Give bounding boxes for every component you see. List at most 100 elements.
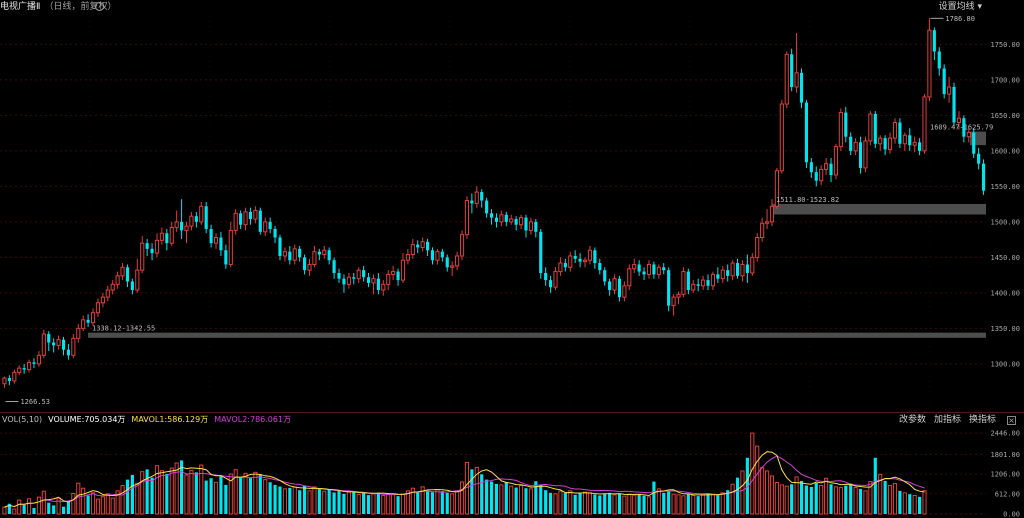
volume-bar <box>696 496 700 514</box>
candle-body <box>52 342 56 346</box>
candle-body <box>209 228 213 244</box>
candle-body <box>534 221 538 232</box>
candle-body <box>303 257 307 271</box>
volume-bar <box>233 469 238 515</box>
volume-bar <box>312 486 317 515</box>
volume-bar <box>154 465 160 515</box>
volume-bar <box>327 489 331 514</box>
candle-body <box>430 250 435 261</box>
candle-body <box>740 263 745 277</box>
candle-body <box>750 256 755 274</box>
volume-bar <box>248 477 253 514</box>
volume-bar <box>853 487 858 515</box>
candle-body <box>779 103 784 172</box>
vol-indicator-label[interactable]: VOL(5,10) <box>2 415 43 424</box>
volume-bar <box>652 481 656 514</box>
candle-body <box>755 236 760 258</box>
volume-bar <box>81 487 86 515</box>
edit-params-button[interactable]: 改参数 <box>898 415 926 425</box>
candle-body <box>662 267 666 271</box>
candle-body <box>41 333 46 356</box>
low-label: 1266.53 <box>20 398 50 406</box>
candle-body <box>962 118 966 137</box>
candle-body <box>356 269 361 280</box>
candle-body <box>391 271 396 275</box>
candle-body <box>686 271 690 291</box>
candle-body <box>612 278 617 291</box>
candle-body <box>927 29 932 98</box>
candle-body <box>194 216 198 222</box>
candle-body <box>381 283 386 291</box>
volume-bar <box>745 457 749 514</box>
volume-bar <box>76 482 81 515</box>
candle-body <box>307 263 312 271</box>
candle-body <box>868 113 873 142</box>
volume-bar <box>253 471 258 515</box>
volume-bar <box>720 492 725 515</box>
volume-legend: VOL(5,10) VOLUME:705.034万 MAVOL1:586.129万 M… <box>2 414 297 426</box>
candle-body <box>582 259 588 263</box>
volume-bar <box>667 490 671 514</box>
candle-body <box>710 273 716 287</box>
candle-body <box>892 121 898 139</box>
volume-bar <box>410 487 415 515</box>
volume-bar <box>656 488 661 515</box>
candle-body <box>553 271 558 288</box>
change-indicator-button[interactable]: 换指标 <box>968 415 996 425</box>
candle-body <box>17 367 22 373</box>
candle-body <box>784 53 789 105</box>
candle-body <box>656 266 661 275</box>
volume-value: VOLUME:705.034万 <box>48 415 126 424</box>
candle-body <box>480 192 484 201</box>
volume-bar <box>499 484 504 515</box>
close-icon[interactable]: × <box>1007 416 1016 425</box>
volume-bar <box>730 483 735 515</box>
volume-bar <box>278 486 282 514</box>
add-indicator-button[interactable]: 加指标 <box>933 415 961 425</box>
volume-bar <box>243 472 248 515</box>
volume-bar <box>303 485 307 514</box>
volume-bar <box>790 484 794 514</box>
volume-bar <box>809 486 813 514</box>
candle-body <box>549 280 553 288</box>
set-ma-button[interactable]: 设置均线 ▾ <box>939 0 982 14</box>
volume-bar <box>844 485 848 514</box>
candle-body <box>608 281 612 291</box>
volume-bar <box>376 492 380 514</box>
candle-body <box>568 255 573 268</box>
volume-bar <box>120 485 125 515</box>
candle-body <box>956 117 962 123</box>
candle-body <box>804 102 808 163</box>
volume-bar <box>386 492 391 515</box>
volume-bar <box>627 493 632 515</box>
volume-bar <box>239 477 243 514</box>
gear-icon[interactable] <box>95 2 104 11</box>
volume-bar <box>474 466 479 515</box>
volume-bar <box>430 492 435 514</box>
candle-body <box>518 217 524 226</box>
volume-bar <box>489 481 494 514</box>
volume-tick-label: 0.00 <box>1003 511 1020 518</box>
volume-bar <box>642 495 646 514</box>
candle-body <box>883 138 887 150</box>
candle-body <box>790 54 794 87</box>
candle-body <box>2 377 7 385</box>
volume-bar <box>573 494 577 514</box>
candle-body <box>12 371 17 382</box>
volume-bar <box>184 474 189 515</box>
volume-bar <box>710 493 716 515</box>
candle-body <box>937 51 941 69</box>
candle-body <box>918 142 922 151</box>
price-zones <box>88 131 986 338</box>
volume-bar <box>868 481 873 515</box>
price-tick-label: 1500.00 <box>990 218 1020 226</box>
volume-bar <box>90 492 96 515</box>
candle-body <box>642 271 646 275</box>
volume-bar <box>150 477 154 514</box>
chevron-down-icon: ▾ <box>977 2 982 12</box>
candle-body <box>858 142 863 168</box>
candle-body <box>376 278 380 291</box>
candle-body <box>243 211 248 226</box>
candle-body <box>667 270 671 306</box>
candle-body <box>563 263 567 268</box>
